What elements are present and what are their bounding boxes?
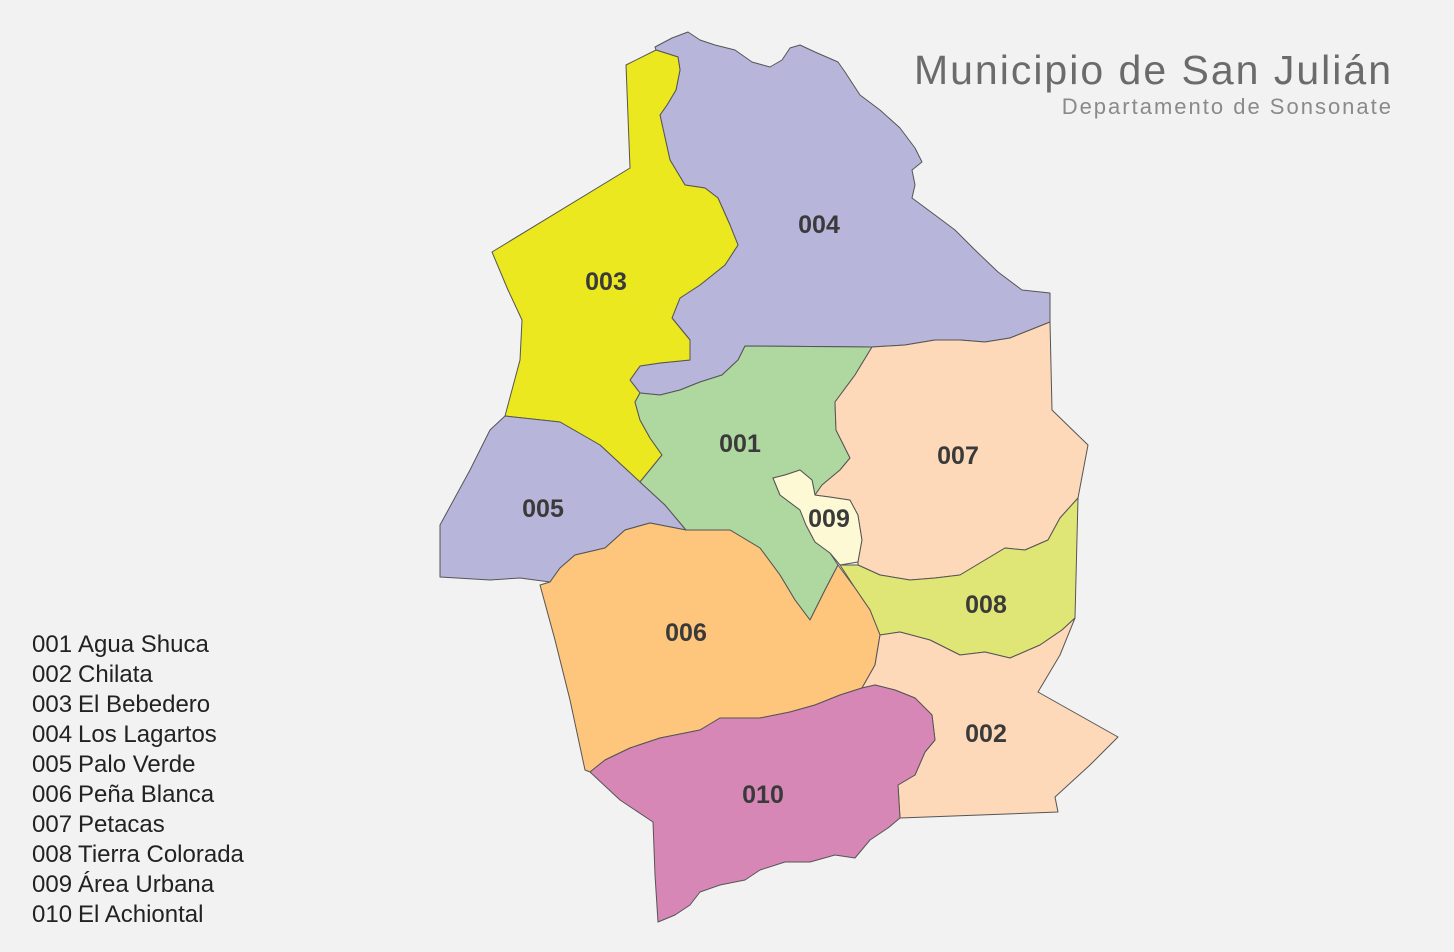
legend-item-001: 001 Agua Shuca — [32, 630, 244, 660]
legend-name: Chilata — [78, 661, 153, 688]
label-003: 003 — [585, 268, 627, 296]
legend-item-010: 010 El Achiontal — [32, 900, 244, 930]
legend-name: El Achiontal — [78, 901, 204, 928]
legend-code: 002 — [32, 661, 73, 688]
legend-item-004: 004 Los Lagartos — [32, 720, 244, 750]
legend-name: El Bebedero — [78, 691, 211, 718]
map-title: Municipio de San Julián — [913, 47, 1393, 93]
label-005: 005 — [522, 495, 564, 523]
legend-item-002: 002 Chilata — [32, 660, 244, 690]
legend: 001 Agua Shuca 002 Chilata 003 El Bebedero … — [32, 630, 244, 930]
legend-name: Peña Blanca — [78, 781, 215, 808]
legend-name: Los Lagartos — [78, 721, 217, 748]
legend-name: Palo Verde — [78, 751, 196, 778]
legend-item-005: 005 Palo Verde — [32, 750, 244, 780]
legend-code: 006 — [32, 781, 73, 808]
label-007: 007 — [937, 442, 979, 470]
legend-item-003: 003 El Bebedero — [32, 690, 244, 720]
legend-code: 001 — [32, 631, 73, 658]
legend-name: Tierra Colorada — [78, 841, 244, 868]
legend-item-009: 009 Área Urbana — [32, 870, 244, 900]
label-010: 010 — [742, 781, 784, 809]
legend-name: Área Urbana — [78, 871, 215, 898]
legend-code: 004 — [32, 721, 73, 748]
legend-code: 010 — [32, 901, 73, 928]
label-009: 009 — [808, 505, 850, 533]
legend-code: 007 — [32, 811, 73, 838]
legend-code: 005 — [32, 751, 73, 778]
legend-code: 009 — [32, 871, 73, 898]
legend-item-006: 006 Peña Blanca — [32, 780, 244, 810]
label-004: 004 — [798, 211, 840, 239]
label-006: 006 — [665, 619, 707, 647]
region-010-el-achiontal[interactable] — [589, 684, 936, 923]
legend-item-007: 007 Petacas — [32, 810, 244, 840]
label-002: 002 — [965, 720, 1007, 748]
label-001: 001 — [719, 430, 761, 458]
legend-item-008: 008 Tierra Colorada — [32, 840, 244, 870]
legend-name: Petacas — [78, 811, 165, 838]
title-block: Municipio de San Julián Departamento de … — [914, 48, 1393, 120]
map-subtitle: Departamento de Sonsonate — [1061, 94, 1393, 119]
label-008: 008 — [965, 591, 1007, 619]
legend-code: 008 — [32, 841, 73, 868]
legend-code: 003 — [32, 691, 73, 718]
legend-name: Agua Shuca — [78, 631, 209, 658]
